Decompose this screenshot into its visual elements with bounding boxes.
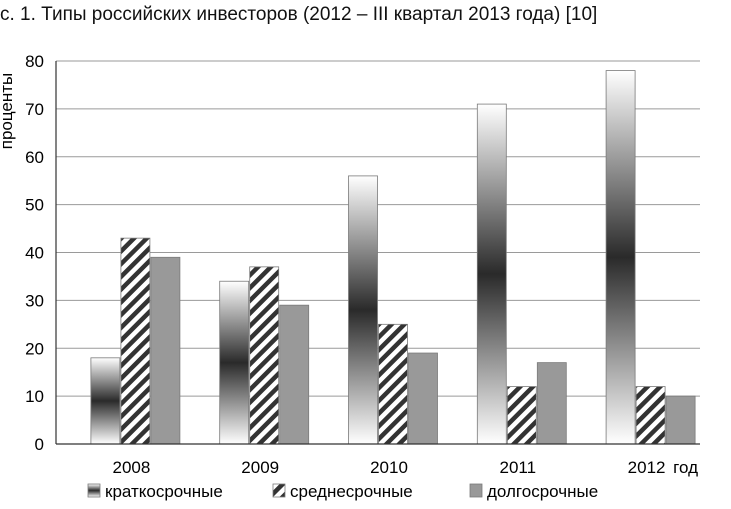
x-tick-label: 2009 <box>241 458 279 477</box>
x-axis-label: год <box>673 458 698 477</box>
y-tick-label: 10 <box>25 387 44 406</box>
y-tick-label: 70 <box>25 100 44 119</box>
bar-краткосрочные-2009 <box>219 280 250 445</box>
bar-краткосрочные-2011 <box>476 103 507 445</box>
bar-среднесрочные-2009 <box>249 266 280 445</box>
x-tick-label: 2012 <box>628 458 666 477</box>
bar-краткосрочные-2012 <box>605 70 636 445</box>
x-tick-label: 2010 <box>370 458 408 477</box>
bar-долгосрочные-2010 <box>408 352 438 445</box>
legend-swatch-среднесрочные <box>272 483 286 498</box>
legend-label: долгосрочные <box>487 482 598 501</box>
bar-среднесрочные-2012 <box>635 386 666 445</box>
bar-краткосрочные-2010 <box>348 175 378 445</box>
bar-долгосрочные-2011 <box>536 362 567 445</box>
bar-среднесрочные-2011 <box>506 386 537 445</box>
legend-swatch-краткосрочные <box>87 483 101 498</box>
y-axis-label: проценты <box>0 73 16 150</box>
bar-среднесрочные-2010 <box>378 323 408 445</box>
legend-label: краткосрочные <box>105 482 223 501</box>
bar-долгосрочные-2012 <box>665 395 696 445</box>
x-tick-label: 2011 <box>500 458 537 477</box>
x-tick-label: 2008 <box>112 458 150 477</box>
y-tick-label: 60 <box>25 148 44 167</box>
chart-title: с. 1. Типы российских инвесторов (2012 –… <box>0 4 598 25</box>
legend-swatch-долгосрочные <box>469 483 483 498</box>
bar-среднесрочные-2008 <box>120 237 151 445</box>
legend-label: среднесрочные <box>290 482 413 501</box>
y-tick-label: 80 <box>25 52 44 71</box>
y-tick-label: 40 <box>25 244 44 263</box>
y-tick-label: 0 <box>35 435 44 454</box>
bar-долгосрочные-2009 <box>279 304 310 445</box>
y-tick-label: 50 <box>25 196 44 215</box>
y-tick-label: 30 <box>25 291 44 310</box>
bar-долгосрочные-2008 <box>150 256 181 445</box>
y-tick-label: 20 <box>25 339 44 358</box>
bar-краткосрочные-2008 <box>90 357 121 445</box>
